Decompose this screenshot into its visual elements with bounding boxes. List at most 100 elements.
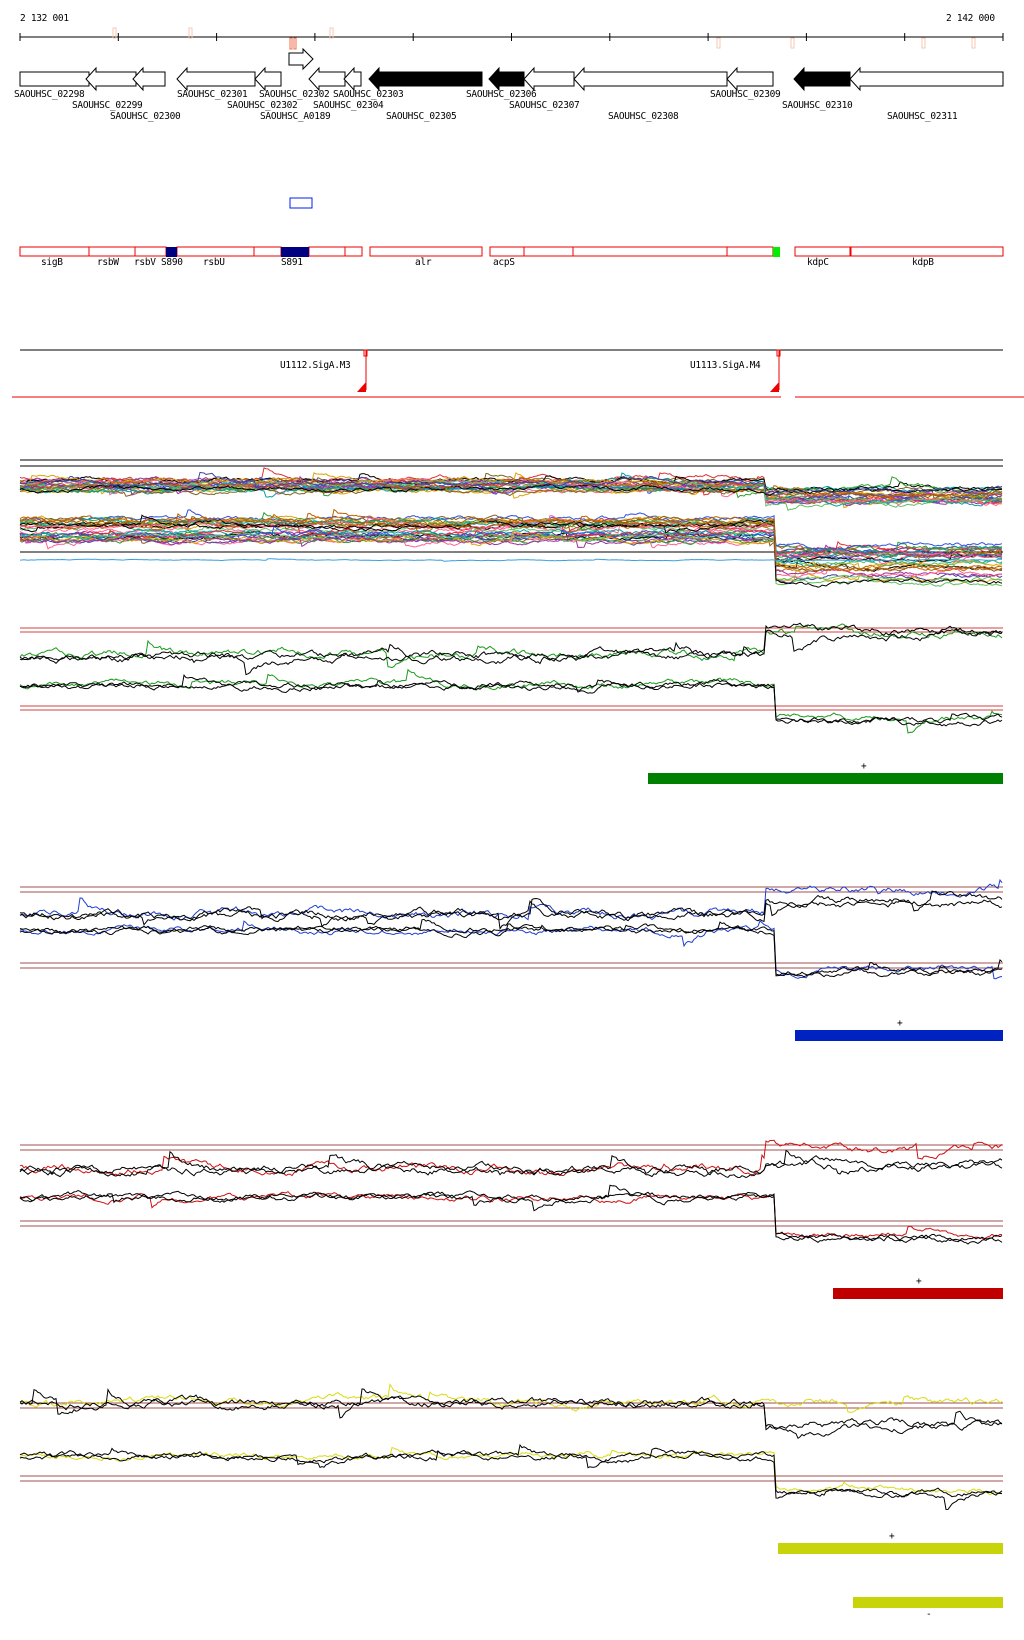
gene-label: SAOUHSC_02308 [608, 111, 679, 122]
gene-label: SAOUHSC_02298 [14, 89, 85, 100]
annotation-label: S890 [161, 257, 183, 268]
gene-label: SAOUHSC_02305 [386, 111, 457, 122]
gene-label: SAOUHSC_02301 [177, 89, 248, 100]
signal-line [19, 1150, 1003, 1179]
segment-bar [795, 1030, 1003, 1041]
signal-line [19, 513, 1003, 572]
gene-label: SAOUHSC_02300 [110, 111, 181, 122]
annotation-label: kdpB [912, 257, 934, 268]
signal-line [19, 674, 1003, 727]
ruler-marker [293, 37, 297, 50]
signal-line [19, 878, 1003, 921]
segment-bar [833, 1288, 1003, 1299]
annotation-label: S891 [281, 257, 303, 268]
annotation-label: sigB [41, 257, 63, 268]
signal-line [19, 918, 1003, 978]
segment-bar [648, 773, 1003, 784]
signal-line [19, 1149, 1003, 1177]
gene-arrow [849, 66, 1004, 92]
signal-line [19, 1447, 1003, 1511]
gene-arrow [176, 66, 256, 92]
segment-bar [853, 1597, 1003, 1608]
annotation-box [794, 246, 851, 257]
annotation-box [344, 246, 363, 257]
segment-strand-label: + [897, 1018, 903, 1029]
signal-line [19, 528, 1003, 561]
segment-strand-label: + [889, 1531, 895, 1542]
signal-line [19, 1190, 1003, 1241]
gene-arrow [368, 66, 483, 92]
gene-arrow [726, 66, 774, 92]
gene-label: SAOUHSC_02307 [509, 100, 580, 111]
annotation-box [19, 246, 90, 257]
signal-line [19, 529, 1003, 578]
signal-line [19, 483, 1003, 496]
signal-line [19, 1443, 1003, 1499]
segment-bar [778, 1543, 1003, 1554]
signal-line [19, 531, 1003, 566]
annotation-highlight [281, 247, 309, 257]
feature-box [289, 197, 313, 209]
annotation-box [572, 246, 728, 257]
gene-label: SAOUHSC_02309 [710, 89, 781, 100]
annotation-box [176, 246, 255, 257]
signal-line [19, 478, 1003, 505]
annotation-box [850, 246, 1004, 257]
signal-line [19, 921, 1003, 978]
gene-arrow [254, 66, 282, 92]
gene-label: SAOUHSC_02303 [333, 89, 404, 100]
signal-line [19, 558, 1003, 562]
gene-arrow [85, 66, 137, 92]
signal-line [19, 623, 1003, 669]
gene-arrow [573, 66, 728, 92]
annotation-box [253, 246, 282, 257]
gene-arrow [288, 47, 314, 71]
ruler-marker [289, 37, 293, 50]
gene-arrow [308, 66, 346, 92]
signal-line [19, 476, 1003, 499]
ruler-marker [188, 27, 193, 39]
promoter-tick [363, 349, 368, 357]
signal-line [19, 628, 1003, 664]
gene-label: SAOUHSC_02299 [72, 100, 143, 111]
annotation-label: kdpC [807, 257, 829, 268]
segment-strand-label: - [926, 1609, 932, 1620]
ruler-marker [971, 37, 976, 49]
annotation-label: rsbW [97, 257, 119, 268]
gene-arrow [523, 66, 575, 92]
annotation-label: alr [415, 257, 432, 268]
segment-strand-label: + [916, 1276, 922, 1287]
ruler-end-label: 2 142 000 [946, 13, 995, 24]
signal-line [19, 516, 1003, 573]
gene-label: SAOUHSC_02306 [466, 89, 537, 100]
signal-line [19, 1383, 1003, 1413]
annotation-highlight [166, 247, 177, 257]
gene-arrow [793, 66, 851, 92]
annotation-box [88, 246, 136, 257]
promoter-arrow-icon [770, 382, 779, 392]
gene-label: SAOUHSC_02311 [887, 111, 958, 122]
annotation-box [489, 246, 525, 257]
ruler-marker [921, 37, 926, 49]
gene-arrow [343, 66, 362, 92]
promoter-arrow-icon [357, 382, 366, 392]
ruler-marker [329, 27, 334, 39]
ruler-marker [716, 37, 721, 49]
gene-label: SAOUHSC_02304 [313, 100, 384, 111]
promoter-label: U1112.SigA.M3 [280, 360, 351, 371]
signal-line [19, 1388, 1003, 1430]
signal-line [19, 898, 1003, 931]
signal-line [19, 1189, 1003, 1245]
gene-arrow [19, 71, 90, 87]
annotation-label: rsbU [203, 257, 225, 268]
signal-line [19, 622, 1003, 676]
annotation-label: acpS [493, 257, 515, 268]
gene-arrow [132, 66, 166, 92]
gene-label: SAOUHSC_02302 [259, 89, 330, 100]
signal-line [19, 1388, 1003, 1440]
signal-line [19, 679, 1003, 726]
promoter-label: U1113.SigA.M4 [690, 360, 761, 371]
ruler-marker [790, 37, 795, 49]
annotation-box [726, 246, 774, 257]
